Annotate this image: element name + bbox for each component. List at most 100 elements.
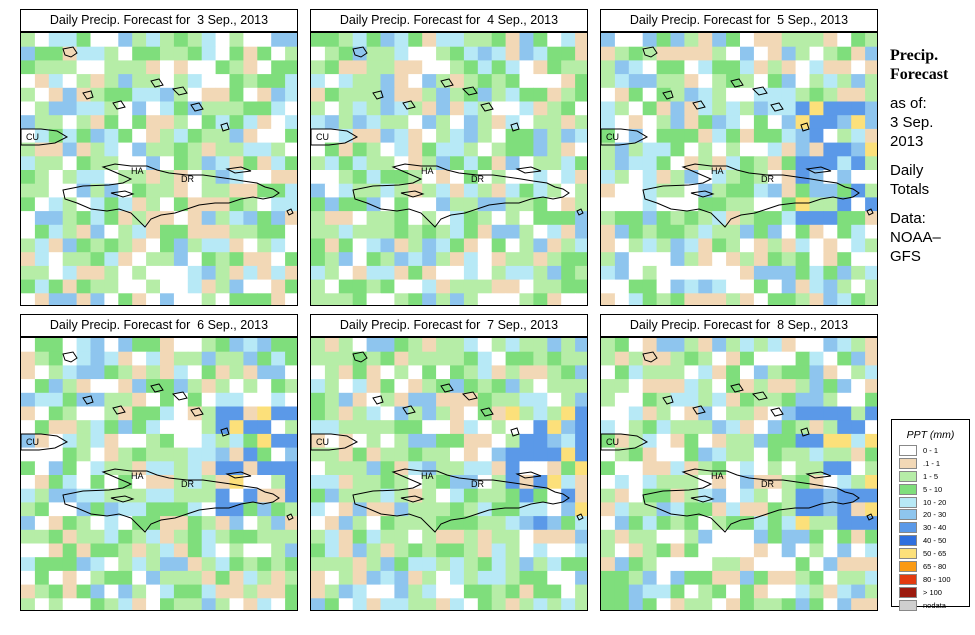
grid-cell bbox=[740, 392, 755, 407]
grid-cell bbox=[823, 183, 838, 198]
grid-cell bbox=[422, 211, 437, 226]
grid-cell bbox=[575, 598, 587, 610]
grid-cell bbox=[285, 115, 297, 130]
grid-cell bbox=[656, 338, 671, 353]
grid-cell bbox=[229, 447, 244, 462]
grid-cell bbox=[851, 488, 866, 503]
grid-cell bbox=[628, 183, 644, 198]
grid-cell bbox=[366, 224, 381, 239]
grid-cell bbox=[740, 115, 755, 130]
grid-cell bbox=[215, 293, 230, 305]
grid-cell bbox=[34, 365, 50, 380]
grid-cell bbox=[243, 420, 258, 435]
grid-cell bbox=[366, 420, 381, 435]
legend-swatch bbox=[899, 548, 917, 560]
grid-cell bbox=[311, 60, 326, 75]
legend-label: 80 - 100 bbox=[923, 574, 951, 584]
grid-cell bbox=[34, 598, 50, 610]
grid-cell bbox=[547, 584, 562, 599]
grid-cell bbox=[271, 529, 286, 544]
grid-cell bbox=[34, 529, 50, 544]
grid-cell bbox=[201, 365, 217, 380]
grid-cell bbox=[740, 598, 755, 610]
grid-cell bbox=[352, 543, 368, 558]
coastline bbox=[692, 100, 706, 110]
grid-cell bbox=[656, 351, 671, 366]
grid-cell bbox=[436, 46, 451, 61]
grid-cell bbox=[311, 447, 326, 462]
grid-cell bbox=[408, 570, 423, 586]
grid-cell bbox=[601, 543, 616, 558]
grid-cell bbox=[628, 488, 644, 503]
grid-cell bbox=[408, 211, 423, 226]
map-label-cuba: CU bbox=[606, 437, 619, 447]
grid-cell bbox=[712, 557, 727, 572]
grid-cell bbox=[324, 46, 340, 61]
grid-cell bbox=[656, 265, 671, 281]
grid-cell bbox=[753, 543, 769, 558]
grid-cell bbox=[90, 46, 105, 61]
grid-cell bbox=[21, 224, 36, 239]
grid-cell bbox=[851, 33, 866, 48]
grid-cell bbox=[628, 293, 644, 305]
grid-cell bbox=[21, 33, 36, 48]
grid-cell bbox=[160, 338, 175, 353]
grid-cell bbox=[76, 170, 91, 185]
coastline bbox=[82, 90, 94, 100]
grid-cell bbox=[34, 224, 50, 239]
grid-cell bbox=[463, 351, 479, 366]
grid-cell bbox=[173, 101, 189, 116]
grid-cell bbox=[229, 433, 244, 449]
grid-cell bbox=[561, 197, 576, 212]
grid-cell bbox=[366, 142, 381, 157]
grid-cell bbox=[726, 33, 741, 48]
grid-cell bbox=[201, 170, 217, 185]
grid-cell bbox=[712, 543, 727, 558]
grid-cell bbox=[547, 338, 562, 353]
grid-cell bbox=[670, 46, 685, 61]
grid-cell bbox=[477, 543, 493, 558]
grid-cell bbox=[505, 475, 520, 490]
grid-cell bbox=[463, 238, 479, 253]
grid-cell bbox=[160, 74, 175, 89]
grid-cell bbox=[215, 238, 230, 253]
grid-cell bbox=[684, 60, 699, 75]
grid-cell bbox=[285, 87, 297, 102]
grid-cell bbox=[642, 183, 658, 198]
grid-cell bbox=[338, 420, 354, 435]
grid-cell bbox=[505, 379, 520, 394]
grid-cell bbox=[285, 475, 297, 490]
grid-cell bbox=[851, 406, 866, 421]
grid-cell bbox=[740, 570, 755, 586]
grid-cell bbox=[561, 60, 576, 75]
grid-cell bbox=[823, 598, 838, 610]
grid-cell bbox=[712, 197, 727, 212]
grid-cell bbox=[781, 101, 797, 116]
coastline bbox=[62, 468, 280, 533]
grid-cell bbox=[215, 557, 230, 572]
grid-cell bbox=[90, 516, 105, 531]
grid-cell bbox=[338, 197, 354, 212]
grid-cell bbox=[561, 557, 576, 572]
grid-cell bbox=[533, 238, 548, 253]
grid-cell bbox=[324, 598, 340, 610]
grid-cell bbox=[837, 46, 852, 61]
side-title-line2: Forecast bbox=[890, 66, 949, 83]
grid-cell bbox=[48, 252, 64, 267]
grid-cell bbox=[76, 224, 91, 239]
grid-cell bbox=[338, 74, 354, 89]
grid-cell bbox=[726, 433, 741, 449]
grid-cell bbox=[90, 279, 105, 294]
grid-cell bbox=[201, 488, 217, 503]
grid-cell bbox=[285, 101, 297, 116]
grid-cell bbox=[21, 392, 36, 407]
grid-cell bbox=[229, 293, 244, 305]
grid-cell bbox=[781, 406, 797, 421]
grid-cell bbox=[90, 584, 105, 599]
grid-cell bbox=[62, 170, 78, 185]
grid-cell bbox=[338, 557, 354, 572]
grid-cell bbox=[795, 475, 810, 490]
grid-cell bbox=[187, 74, 203, 89]
grid-cell bbox=[781, 488, 797, 503]
grid-cell bbox=[575, 461, 587, 476]
